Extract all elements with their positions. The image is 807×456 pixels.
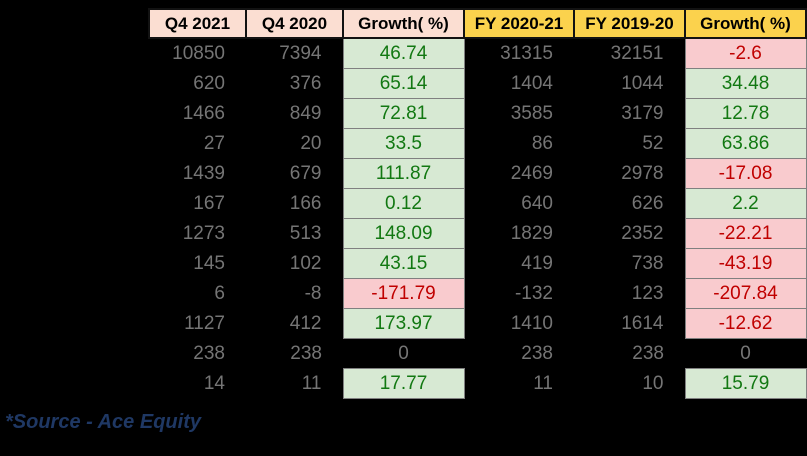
value-cell: 52: [642, 132, 664, 154]
value-cell: 20: [300, 132, 322, 154]
growth-cell: 63.86: [684, 128, 807, 159]
growth-cell: 111.87: [342, 158, 465, 189]
value-cell: 1439: [182, 162, 225, 184]
column-header: Q4 2020: [245, 8, 344, 39]
growth-cell: 17.77: [342, 368, 465, 399]
value-cell: 1466: [182, 102, 225, 124]
column-header: FY 2020-21: [463, 8, 575, 39]
value-cell: 1273: [182, 222, 225, 244]
source-note: *Source - Ace Equity: [5, 411, 201, 433]
column-header: Growth( %): [684, 8, 807, 39]
value-cell: 10: [642, 372, 664, 394]
column-header: Growth( %): [342, 8, 465, 39]
growth-cell: 2.2: [684, 188, 807, 219]
value-cell: 1127: [184, 312, 225, 334]
growth-cell: 72.81: [342, 98, 465, 129]
table-row: 14 11 17.77 11 10 15.79: [149, 368, 807, 399]
table-row: 167 166 0.12 640 626 2.2: [149, 188, 807, 219]
value-cell: -8: [304, 282, 322, 304]
value-cell: 238: [521, 342, 553, 364]
growth-cell: 173.97: [342, 308, 465, 339]
value-cell: -132: [514, 282, 553, 304]
growth-cell: 0: [740, 342, 751, 364]
value-cell: 102: [289, 252, 322, 274]
value-cell: 11: [533, 372, 553, 394]
table-row: 1439 679 111.87 2469 2978 -17.08: [149, 158, 807, 189]
growth-cell: 33.5: [342, 128, 465, 159]
value-cell: 86: [531, 132, 553, 154]
value-cell: 166: [289, 192, 322, 214]
value-cell: 6: [214, 282, 225, 304]
value-cell: 31315: [500, 42, 553, 64]
growth-cell: 148.09: [342, 218, 465, 249]
table-row: 6 -8 -171.79 -132 123 -207.84: [149, 278, 807, 309]
growth-cell: -17.08: [684, 158, 807, 189]
value-cell: 3585: [510, 102, 553, 124]
value-cell: 238: [632, 342, 664, 364]
growth-cell: -43.19: [684, 248, 807, 279]
growth-cell: -2.6: [684, 37, 807, 69]
value-cell: 238: [290, 342, 322, 364]
growth-cell: -171.79: [342, 278, 465, 309]
growth-cell: 0: [398, 342, 409, 364]
value-cell: 419: [521, 252, 553, 274]
value-cell: 11: [301, 372, 322, 394]
column-header: Q4 2021: [148, 8, 247, 39]
table-row: 10850 7394 46.74 31315 32151 -2.6: [149, 37, 807, 69]
growth-cell: -22.21: [684, 218, 807, 249]
value-cell: 1614: [621, 312, 664, 334]
table-row: 1273 513 148.09 1829 2352 -22.21: [149, 218, 807, 249]
growth-cell: 34.48: [684, 68, 807, 99]
value-cell: 123: [631, 282, 664, 304]
growth-cell: 0.12: [342, 188, 465, 219]
table-row: 620 376 65.14 1404 1044 34.48: [149, 68, 807, 99]
value-cell: 679: [289, 162, 322, 184]
value-cell: 513: [289, 222, 322, 244]
value-cell: 2469: [510, 162, 553, 184]
value-cell: 738: [631, 252, 664, 274]
growth-cell: -207.84: [684, 278, 807, 309]
value-cell: 2352: [621, 222, 664, 244]
value-cell: 14: [203, 372, 225, 394]
value-cell: 849: [289, 102, 322, 124]
value-cell: 10850: [172, 42, 225, 64]
table-row: 1127 412 173.97 1410 1614 -12.62: [149, 308, 807, 339]
value-cell: 2978: [621, 162, 664, 184]
value-cell: 7394: [279, 42, 322, 64]
value-cell: 32151: [610, 42, 664, 64]
table-row: 145 102 43.15 419 738 -43.19: [149, 248, 807, 279]
growth-cell: 46.74: [342, 37, 465, 69]
value-cell: 1829: [510, 222, 553, 244]
value-cell: 640: [521, 192, 553, 214]
results-table: Q4 2021 Q4 2020 Growth( %) FY 2020-21 FY 201…: [148, 8, 807, 399]
value-cell: 1404: [510, 72, 553, 94]
growth-cell: 15.79: [684, 368, 807, 399]
growth-cell: 12.78: [684, 98, 807, 129]
table-row: 1466 849 72.81 3585 3179 12.78: [149, 98, 807, 129]
value-cell: 145: [193, 252, 225, 274]
growth-cell: -12.62: [684, 308, 807, 339]
value-cell: 1410: [510, 312, 553, 334]
value-cell: 27: [203, 132, 225, 154]
value-cell: 167: [193, 192, 225, 214]
value-cell: 376: [289, 72, 322, 94]
value-cell: 620: [193, 72, 225, 94]
table-row: 238 238 0 238 238 0: [149, 339, 806, 369]
value-cell: 412: [289, 312, 322, 334]
column-header: FY 2019-20: [573, 8, 686, 39]
results-table-container: Q4 2021 Q4 2020 Growth( %) FY 2020-21 FY 201…: [148, 8, 807, 399]
growth-cell: 65.14: [342, 68, 465, 99]
table-row: 27 20 33.5 86 52 63.86: [149, 128, 807, 159]
value-cell: 1044: [621, 72, 664, 94]
growth-cell: 43.15: [342, 248, 465, 279]
table-header-row: Q4 2021 Q4 2020 Growth( %) FY 2020-21 FY 201…: [148, 8, 807, 39]
value-cell: 626: [631, 192, 664, 214]
value-cell: 3179: [621, 102, 664, 124]
value-cell: 238: [193, 342, 225, 364]
